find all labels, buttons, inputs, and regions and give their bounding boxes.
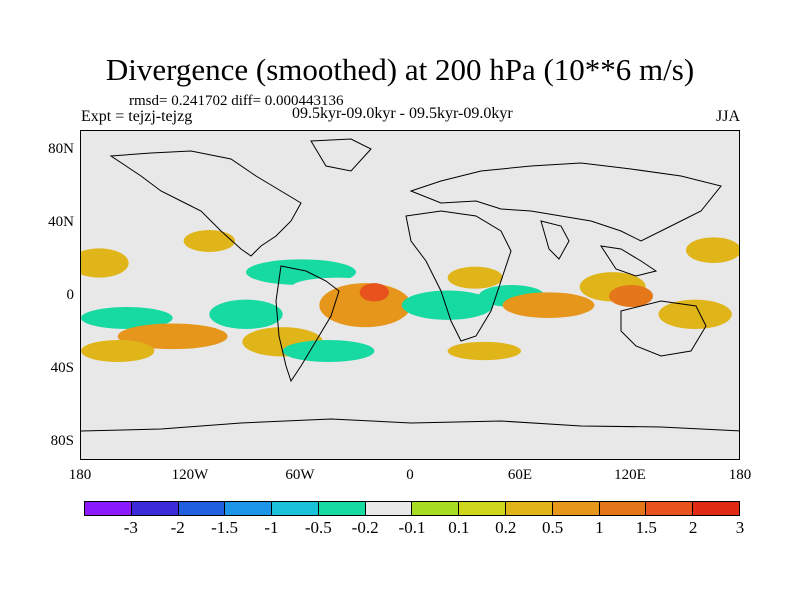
lon-label-180w: 180 [68,467,92,483]
colorbar-label: 1 [595,518,604,537]
field-anomaly [209,299,283,329]
colorbar-segment [318,502,366,515]
colorbar [84,501,740,516]
colorbar-segment [178,502,226,515]
colorbar-segment [459,502,507,515]
map-field [81,131,739,459]
field-anomaly [447,266,503,289]
experiment-line: Expt = tejzj-tejzg [81,108,193,125]
lat-label-40s: 40S [50,360,74,376]
field-anomaly [686,237,739,263]
colorbar-label: 3 [735,518,745,537]
colorbar-segment [599,502,647,515]
colorbar-label: -1 [264,518,279,537]
colorbar-label: -1.5 [211,518,239,537]
stats-line: rmsd= 0.241702 diff= 0.000443136 [129,93,344,109]
lat-label-40n: 40N [48,214,74,230]
lat-label-80s: 80S [50,433,74,449]
colorbar-label: 0.5 [541,518,564,537]
colorbar-label: -3 [123,518,138,537]
colorbar-label: 2 [688,518,698,537]
field-anomaly [282,340,375,362]
lon-label-60e: 60E [507,467,533,483]
lon-label-60w: 60W [285,467,315,483]
season-label: JJA [716,108,741,125]
field-anomaly [609,285,653,307]
field-anomaly [359,283,390,302]
field-anomaly [502,292,595,318]
colorbar-label: -0.2 [351,518,379,537]
colorbar-labels: -3 -2 -1.5 -1 -0.5 -0.2 -0.1 0.1 0.2 0.5 1 1.5 2 3 [84,518,745,540]
colorbar-label: 0.2 [495,518,517,537]
colorbar-segment [272,502,319,515]
colorbar-label: 0.1 [448,518,470,537]
colorbar-segment [365,502,413,515]
field-anomaly [401,290,494,320]
lon-label-180e: 180 [728,467,752,483]
lon-label-120e: 120E [614,467,646,483]
field-layer [81,230,739,362]
field-anomaly [81,248,129,278]
plot-title: Divergence (smoothed) at 200 hPa (10**6 … [105,52,695,87]
lat-label-0: 0 [66,287,75,303]
period-line: 09.5kyr-09.0kyr - 09.5kyr-09.0kyr [292,105,513,122]
field-anomaly [658,299,732,329]
colorbar-segment [552,502,600,515]
field-anomaly [95,288,177,304]
colorbar-label: -0.5 [304,518,332,537]
lon-label-120w: 120W [171,467,209,483]
field-anomaly [183,230,235,252]
colorbar-segment [225,502,273,515]
colorbar-segment [506,502,553,515]
field-anomaly [81,307,173,329]
divergence-map [80,130,740,460]
colorbar-segment [646,502,694,515]
field-anomaly [117,323,228,350]
colorbar-segment [131,502,179,515]
lon-label-0: 0 [406,467,414,483]
colorbar-segment [412,502,460,515]
colorbar-label: -0.1 [398,518,426,537]
colorbar-segment [693,502,739,515]
colorbar-label: -2 [170,518,185,537]
field-anomaly [447,341,521,361]
colorbar-label: 1.5 [635,518,657,537]
coastlines [81,138,739,432]
colorbar-segment [85,502,132,515]
lat-label-80n: 80N [48,141,74,157]
field-anomaly [81,340,155,362]
field-anomaly [521,341,631,361]
